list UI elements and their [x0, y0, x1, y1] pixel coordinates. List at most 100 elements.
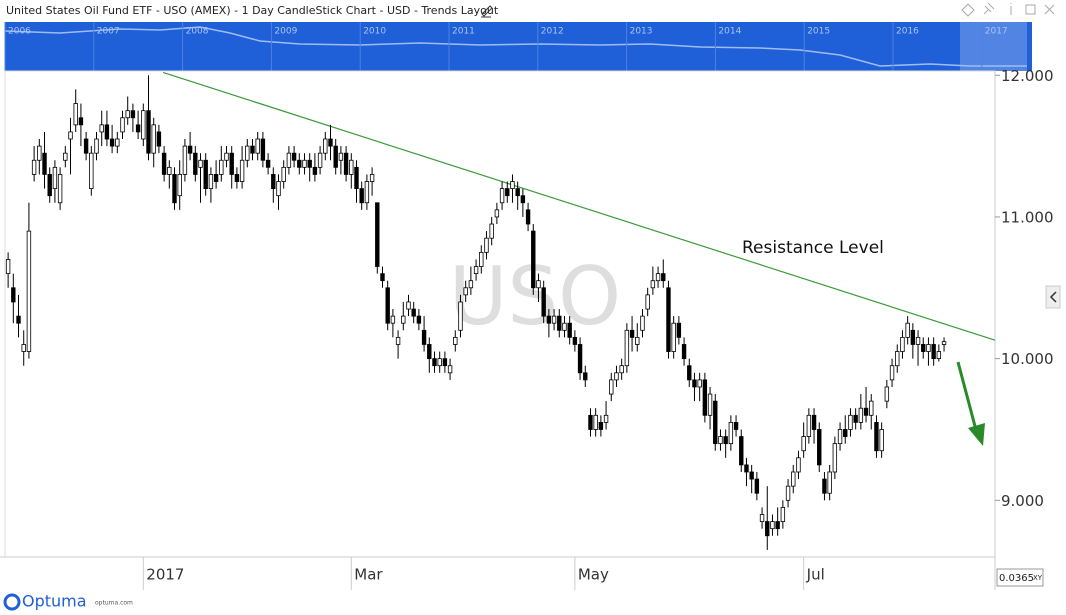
- candle-body: [598, 421, 604, 430]
- candle-body: [676, 322, 682, 338]
- annotation: Resistance Level: [742, 238, 884, 258]
- candle-body: [208, 174, 214, 190]
- side-tab[interactable]: [1045, 285, 1061, 309]
- candle-body: [759, 514, 765, 522]
- chart-title: United States Oil Fund ETF - USO (AMEX) …: [6, 4, 499, 17]
- y-tick-label: 10.000: [1001, 350, 1054, 368]
- candle-body: [286, 152, 292, 168]
- candle-body: [291, 152, 297, 161]
- candle-body: [863, 407, 869, 416]
- candle-body: [63, 152, 68, 161]
- candle-body: [572, 336, 578, 345]
- icon-diamond[interactable]: [961, 3, 975, 17]
- candle-body: [219, 159, 224, 175]
- candle-body: [37, 145, 42, 161]
- readout: 0.0365: [999, 573, 1034, 584]
- candle-body: [536, 280, 541, 289]
- candle-body: [468, 280, 474, 289]
- candle-body: [328, 138, 333, 147]
- candle-body: [104, 124, 110, 140]
- candle-body: [728, 421, 734, 445]
- candle-body: [624, 329, 630, 367]
- navigator-label: 2007: [97, 27, 120, 37]
- candle-body: [234, 174, 240, 182]
- candle-body: [421, 329, 427, 345]
- candle-body: [276, 181, 281, 197]
- candle-body: [687, 365, 692, 381]
- candle-body: [265, 159, 271, 168]
- candle-body: [89, 152, 94, 190]
- candle-body: [245, 145, 250, 161]
- navigator-label: 2017: [985, 27, 1008, 37]
- candle-body: [31, 159, 37, 175]
- candle-body: [785, 485, 791, 501]
- candle-body: [801, 436, 806, 452]
- candle-body: [120, 117, 125, 133]
- candle-body: [349, 159, 354, 175]
- candle-body: [172, 174, 177, 204]
- navigator-label: 2008: [186, 27, 209, 37]
- icon-close[interactable]: [1044, 4, 1055, 15]
- x-tick-label: 2017: [146, 566, 184, 584]
- candle-body: [905, 322, 910, 338]
- candle-body: [130, 110, 136, 119]
- candle-body: [531, 230, 536, 289]
- candle-body: [323, 138, 328, 154]
- candle-body: [749, 471, 754, 480]
- candle-body: [515, 188, 520, 197]
- candle-body: [879, 429, 884, 452]
- candle-body: [723, 436, 728, 445]
- candle-body: [655, 273, 661, 282]
- icon-maximize[interactable]: [1025, 4, 1036, 15]
- candle-body: [619, 365, 624, 374]
- candle-body: [312, 166, 318, 175]
- candle-body: [156, 131, 162, 147]
- readout-mode: XY: [1033, 574, 1043, 582]
- candle-body: [359, 188, 364, 204]
- candle-body: [297, 159, 302, 168]
- x-tick-label: Jul: [806, 566, 825, 584]
- navigator[interactable]: [5, 22, 1032, 71]
- candle-body: [109, 138, 115, 147]
- y-tick-label: 12.000: [1001, 67, 1054, 85]
- navigator-line: [4, 26, 1027, 67]
- candle-body: [432, 358, 437, 367]
- candle-body: [177, 174, 182, 197]
- candle-body: [281, 166, 286, 182]
- candle-body: [770, 521, 775, 530]
- candle-body: [739, 436, 744, 466]
- candle-body: [744, 464, 749, 473]
- edit-icon[interactable]: [481, 5, 493, 18]
- candle-body: [791, 471, 796, 487]
- icon-pin[interactable]: [983, 2, 995, 15]
- candle-body: [614, 372, 619, 381]
- candle-body: [453, 336, 458, 345]
- candle-body: [900, 336, 905, 352]
- navigator-window[interactable]: [960, 22, 1027, 71]
- candle-body: [338, 152, 344, 161]
- candle-body: [661, 273, 666, 282]
- candle-body: [390, 315, 396, 324]
- candle-body: [42, 152, 47, 175]
- candle-body: [915, 336, 921, 345]
- candle-body: [489, 223, 494, 239]
- candle-body: [73, 103, 78, 126]
- window-icons: [961, 2, 1055, 17]
- candle-body: [796, 457, 801, 473]
- candle-body: [697, 379, 702, 388]
- trendline: [162, 71, 996, 341]
- candle-body: [437, 358, 442, 367]
- candle-body: [557, 315, 562, 331]
- y-tick-label: 11.000: [1001, 208, 1054, 226]
- candle-body: [577, 344, 583, 374]
- readout-box[interactable]: [996, 568, 1044, 587]
- x-tick-label: Mar: [354, 566, 383, 584]
- candle-body: [765, 521, 770, 537]
- candle-body: [832, 443, 838, 473]
- candle-body: [458, 301, 463, 331]
- candle-body: [666, 287, 671, 352]
- candle-body: [83, 138, 89, 154]
- candle-body: [837, 429, 843, 445]
- candle-body: [707, 393, 713, 416]
- candle-body: [354, 166, 359, 190]
